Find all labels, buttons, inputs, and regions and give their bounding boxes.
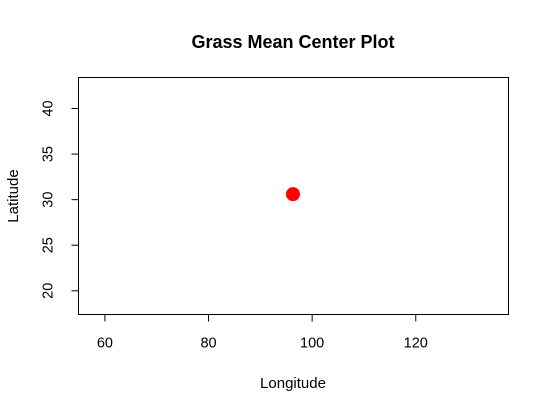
y-tick-label: 20 — [41, 283, 57, 299]
y-axis: 20 25 30 35 40 — [41, 100, 79, 299]
x-tick-label: 120 — [404, 336, 428, 352]
y-tick-label: 35 — [41, 146, 57, 162]
x-axis: 60 80 100 120 — [97, 314, 428, 352]
x-tick-label: 100 — [300, 336, 324, 352]
y-tick-label: 30 — [41, 192, 57, 208]
x-axis-label: Longitude — [260, 375, 326, 392]
y-axis-label: Latitude — [5, 169, 22, 222]
data-points — [285, 187, 300, 202]
x-tick-label: 60 — [97, 336, 113, 352]
data-point — [285, 187, 300, 202]
chart-title: Grass Mean Center Plot — [191, 32, 394, 52]
x-tick-label: 80 — [200, 336, 216, 352]
y-tick-label: 40 — [41, 100, 57, 116]
y-tick-label: 25 — [41, 237, 57, 253]
